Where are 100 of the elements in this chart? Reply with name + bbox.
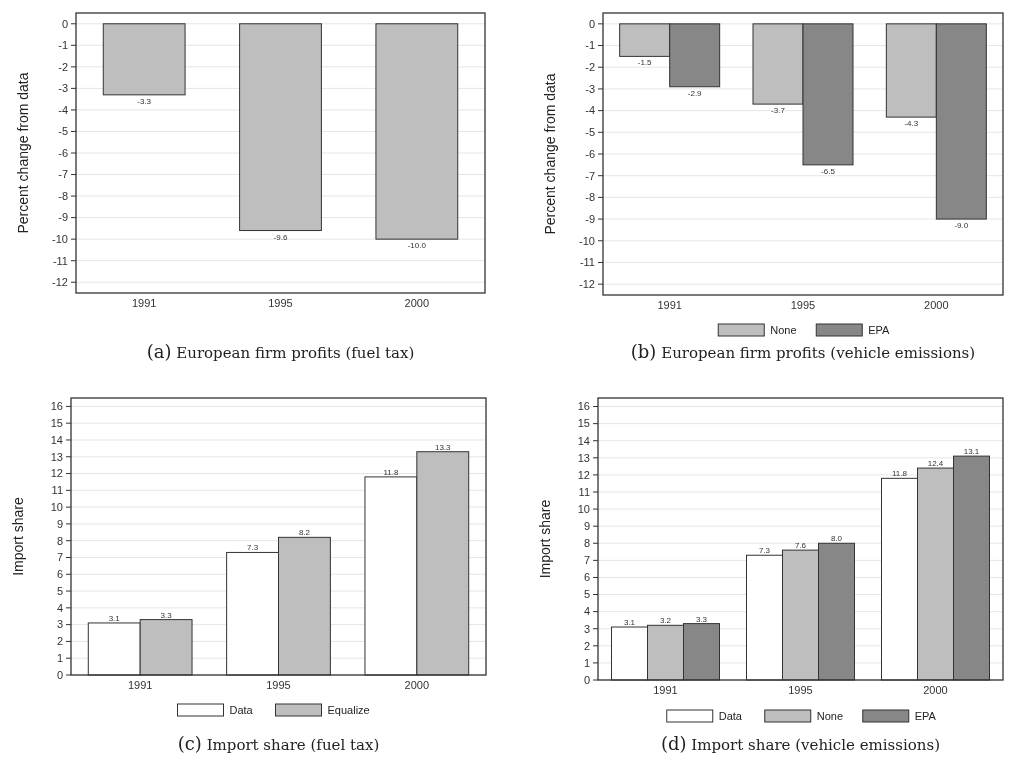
y-tick-label: 4: [56, 601, 63, 614]
data-label: 3.3: [160, 610, 173, 620]
data-label: 8.2: [298, 528, 311, 538]
y-tick-label: 0: [56, 668, 63, 681]
legend-label: EPA: [914, 709, 937, 722]
data-label: 11.8: [383, 467, 399, 477]
y-tick-label: -5: [58, 125, 68, 138]
y-tick-label: -7: [585, 169, 595, 182]
data-label: -6.5: [821, 166, 836, 176]
y-tick-label: 6: [583, 571, 590, 584]
y-axis-title: Import share: [537, 499, 553, 579]
y-tick-label: 9: [583, 520, 590, 533]
legend-label: Data: [229, 703, 254, 716]
data-label: -3.3: [137, 96, 152, 106]
y-tick-label: 2: [56, 635, 63, 648]
data-label: 7.3: [247, 543, 259, 553]
y-tick-label: 1: [583, 656, 590, 669]
x-tick-label: 1991: [657, 299, 682, 311]
legend-label: EPA: [868, 323, 891, 336]
y-tick-label: -1: [585, 39, 595, 52]
x-tick-label: 2000: [404, 297, 430, 309]
y-tick-label: -6: [58, 146, 68, 159]
x-tick-label: 2000: [924, 299, 949, 311]
text: (a) European firm profits (fuel tax): [146, 341, 415, 362]
y-tick-label: -10: [52, 233, 68, 245]
y-tick-label: 0: [61, 17, 68, 30]
x-tick-label: 1995: [788, 684, 813, 696]
text: (d) Import share (vehicle emissions): [660, 733, 941, 754]
y-axis-title: Percent change from data: [15, 72, 31, 234]
y-tick-label: 12: [577, 468, 590, 481]
y-tick-label: -7: [58, 168, 68, 181]
data-label: 8.0: [830, 534, 843, 544]
data-label: 11.8: [892, 469, 908, 479]
x-tick-label: 2000: [923, 684, 948, 696]
data-label: 7.3: [758, 546, 771, 556]
y-tick-label: 3: [583, 622, 590, 635]
data-label: -9.6: [273, 232, 288, 242]
y-tick-label: -8: [585, 191, 595, 204]
x-tick-label: 1995: [268, 297, 293, 309]
y-tick-label: 14: [577, 434, 590, 447]
y-tick-label: 0: [588, 17, 595, 30]
legend-label: Equalize: [327, 703, 370, 716]
y-tick-label: 10: [577, 502, 590, 515]
y-tick-label: -3: [585, 82, 595, 95]
data-label: 13.3: [434, 442, 452, 452]
y-tick-label: -12: [579, 278, 595, 290]
y-tick-label: -2: [58, 60, 68, 73]
data-label: -3.7: [771, 106, 786, 116]
y-axis-title: Import share: [10, 497, 26, 576]
y-tick-label: -4: [585, 104, 595, 117]
y-tick-label: -3: [58, 82, 68, 95]
y-tick-label: 15: [50, 417, 63, 430]
y-tick-label: 7: [56, 551, 63, 564]
y-tick-label: 5: [56, 584, 63, 597]
y-tick-label: -1: [58, 39, 68, 52]
y-tick-label: 13: [577, 451, 590, 464]
x-tick-label: 1991: [131, 297, 157, 309]
x-tick-label: 1991: [127, 679, 153, 691]
y-axis-title: Percent change from data: [542, 73, 558, 235]
y-tick-label: 1: [56, 652, 63, 665]
legend-label: None: [770, 323, 797, 336]
data-label: 3.1: [108, 613, 121, 623]
y-tick-label: 3: [56, 618, 63, 631]
data-label: 3.2: [659, 616, 672, 626]
y-tick-label: 7: [583, 554, 590, 567]
y-tick-label: -11: [52, 254, 68, 267]
y-tick-label: -6: [585, 147, 595, 160]
y-tick-label: -4: [58, 103, 68, 116]
x-tick-label: 1995: [790, 299, 816, 311]
y-tick-label: 8: [583, 537, 590, 550]
y-tick-label: 0: [583, 673, 590, 686]
data-label: 12.4: [927, 459, 944, 469]
y-tick-label: 16: [577, 400, 590, 413]
legend-label: Data: [718, 709, 743, 722]
y-tick-label: 5: [583, 588, 590, 601]
y-tick-label: 15: [577, 417, 590, 430]
y-tick-label: 6: [56, 568, 63, 581]
x-tick-label: 1995: [266, 679, 291, 691]
y-tick-label: -5: [585, 126, 595, 139]
y-tick-label: 13: [50, 450, 63, 463]
data-label: -2.9: [687, 88, 703, 98]
y-tick-label: 8: [56, 534, 63, 547]
data-label: 3.1: [623, 618, 636, 628]
y-tick-label: 11: [578, 485, 590, 498]
legend-label: None: [816, 709, 844, 722]
y-tick-label: 2: [583, 639, 590, 652]
y-tick-label: -9: [58, 211, 68, 224]
data-label: 3.3: [695, 614, 708, 624]
y-tick-label: -12: [52, 276, 68, 289]
y-tick-label: -8: [58, 189, 68, 202]
data-label: 7.6: [794, 541, 807, 551]
y-tick-label: 9: [56, 517, 63, 530]
data-label: -9.0: [954, 221, 969, 231]
data-label: -4.3: [904, 119, 919, 129]
data-label: 13.1: [963, 447, 980, 457]
y-tick-label: 11: [51, 484, 63, 497]
y-tick-label: 14: [50, 433, 63, 446]
y-tick-label: -10: [579, 234, 595, 247]
y-tick-label: -11: [579, 256, 595, 269]
y-tick-label: 16: [50, 400, 63, 413]
